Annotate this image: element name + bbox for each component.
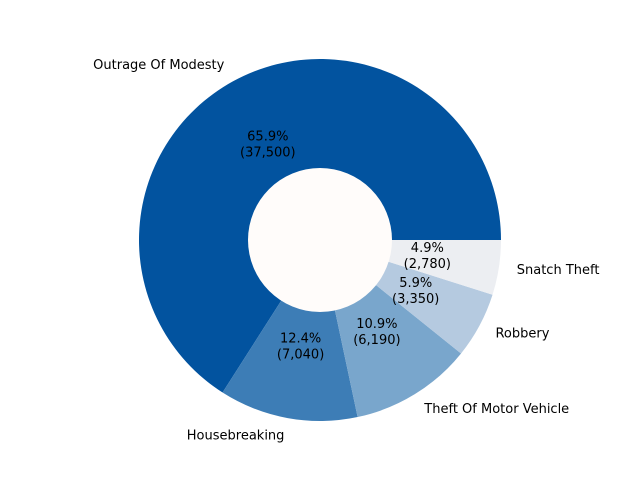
slice-value-label: (37,500) <box>240 145 296 160</box>
labels-group: Outrage Of Modesty 65.9%(37,500) Housebrea… <box>93 58 599 444</box>
slice-percent-label: 4.9% <box>411 241 444 256</box>
slice-label: Theft Of Motor Vehicle <box>423 402 569 417</box>
slice-percent-label: 5.9% <box>399 276 432 291</box>
slice-value-label: (2,780) <box>404 257 451 272</box>
slice-percent-label: 10.9% <box>356 317 397 332</box>
slice-value-label: (3,350) <box>392 292 439 307</box>
slice-label: Outrage Of Modesty <box>93 58 224 73</box>
slice-label: Snatch Theft <box>517 263 600 278</box>
slice-label: Housebreaking <box>187 428 285 443</box>
slice-value-label: (6,190) <box>353 333 400 348</box>
donut-hole <box>248 168 392 312</box>
slice-value-label: (7,040) <box>277 347 324 362</box>
slice-label: Robbery <box>495 327 549 342</box>
slice-percent-label: 12.4% <box>280 331 321 346</box>
slice-percent-label: 65.9% <box>247 129 288 144</box>
